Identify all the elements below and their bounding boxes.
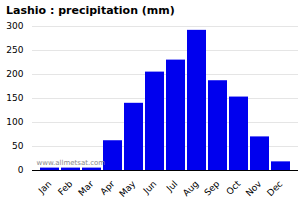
svg-text:Jan: Jan [36,179,54,197]
svg-text:Oct: Oct [224,178,242,196]
svg-text:Feb: Feb [56,179,75,198]
svg-text:150: 150 [6,93,23,103]
svg-text:www.allmetsat.com: www.allmetsat.com [37,159,106,167]
svg-text:Sep: Sep [202,179,221,198]
svg-text:Jul: Jul [164,179,179,194]
svg-text:May: May [117,178,138,199]
svg-text:50: 50 [12,141,24,151]
svg-text:Nov: Nov [244,178,264,198]
svg-text:Dec: Dec [265,179,284,198]
svg-text:200: 200 [6,69,23,79]
svg-text:Mar: Mar [76,178,95,197]
svg-text:Jun: Jun [141,179,159,197]
svg-text:Aug: Aug [181,179,201,199]
svg-text:Apr: Apr [98,179,116,197]
svg-text:0: 0 [18,165,24,175]
svg-text:300: 300 [6,21,23,31]
svg-text:100: 100 [6,117,23,127]
svg-text:250: 250 [6,45,23,55]
html-text:Lashio : precipitation (mm): Lashio : precipitation (mm) [6,4,175,17]
